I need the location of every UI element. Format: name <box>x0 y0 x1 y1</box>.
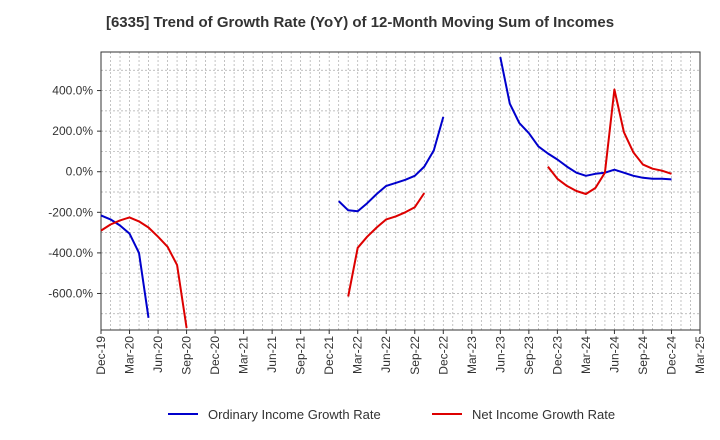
x-tick-label: Sep-24 <box>636 336 650 375</box>
y-tick-label: -200.0% <box>48 205 93 219</box>
x-tick-label: Mar-24 <box>579 336 593 374</box>
x-tick-label: Dec-24 <box>664 336 678 375</box>
legend-label: Net Income Growth Rate <box>472 407 615 422</box>
x-tick-label: Dec-23 <box>550 336 564 375</box>
x-tick-label: Jun-21 <box>265 336 279 373</box>
x-tick-label: Mar-21 <box>237 336 251 374</box>
legend: Ordinary Income Growth Rate Net Income Gr… <box>168 407 615 422</box>
x-tick-label: Jun-23 <box>493 336 507 373</box>
x-tick-label: Jun-24 <box>607 336 621 373</box>
y-tick-label: -600.0% <box>48 286 93 300</box>
y-tick-label: 0.0% <box>66 165 94 179</box>
x-tick-label: Mar-20 <box>123 336 137 374</box>
x-tick-label: Jun-22 <box>379 336 393 373</box>
x-tick-label: Dec-20 <box>208 336 222 375</box>
plot-area <box>101 52 700 330</box>
x-tick-label: Dec-21 <box>322 336 336 375</box>
series-line-segment <box>100 216 188 329</box>
plot-background <box>101 52 700 330</box>
x-tick-label: Sep-23 <box>522 336 536 375</box>
legend-label: Ordinary Income Growth Rate <box>208 407 381 422</box>
series-line-segment <box>347 192 426 297</box>
x-tick-label: Sep-20 <box>180 336 194 375</box>
chart-title: [6335] Trend of Growth Rate (YoY) of 12-… <box>105 14 615 31</box>
series-ordinary-income <box>100 56 672 318</box>
x-tick-label: Sep-22 <box>408 336 422 375</box>
series-line-segment <box>100 214 150 318</box>
y-tick-label: -400.0% <box>48 246 93 260</box>
series-net-income <box>100 88 672 329</box>
y-tick-label: 200.0% <box>52 124 93 138</box>
x-tick-label: Mar-22 <box>351 336 365 374</box>
x-tick-label: Mar-23 <box>465 336 479 374</box>
y-tick-label: 400.0% <box>52 84 93 98</box>
x-tick-label: Mar-25 <box>693 336 707 374</box>
x-tick-label: Dec-22 <box>436 336 450 375</box>
x-tick-label: Sep-21 <box>294 336 308 375</box>
x-tick-label: Dec-19 <box>94 336 108 375</box>
axes: 400.0% 200.0% 0.0% -200.0% -400.0% -600.0% Dec… <box>48 51 707 375</box>
plot-frame <box>100 51 701 331</box>
series-lines <box>100 56 672 329</box>
series-line-segment <box>547 88 672 195</box>
x-tick-label: Jun-20 <box>151 336 165 373</box>
series-line-segment <box>338 116 445 213</box>
series-line-segment <box>499 56 672 181</box>
